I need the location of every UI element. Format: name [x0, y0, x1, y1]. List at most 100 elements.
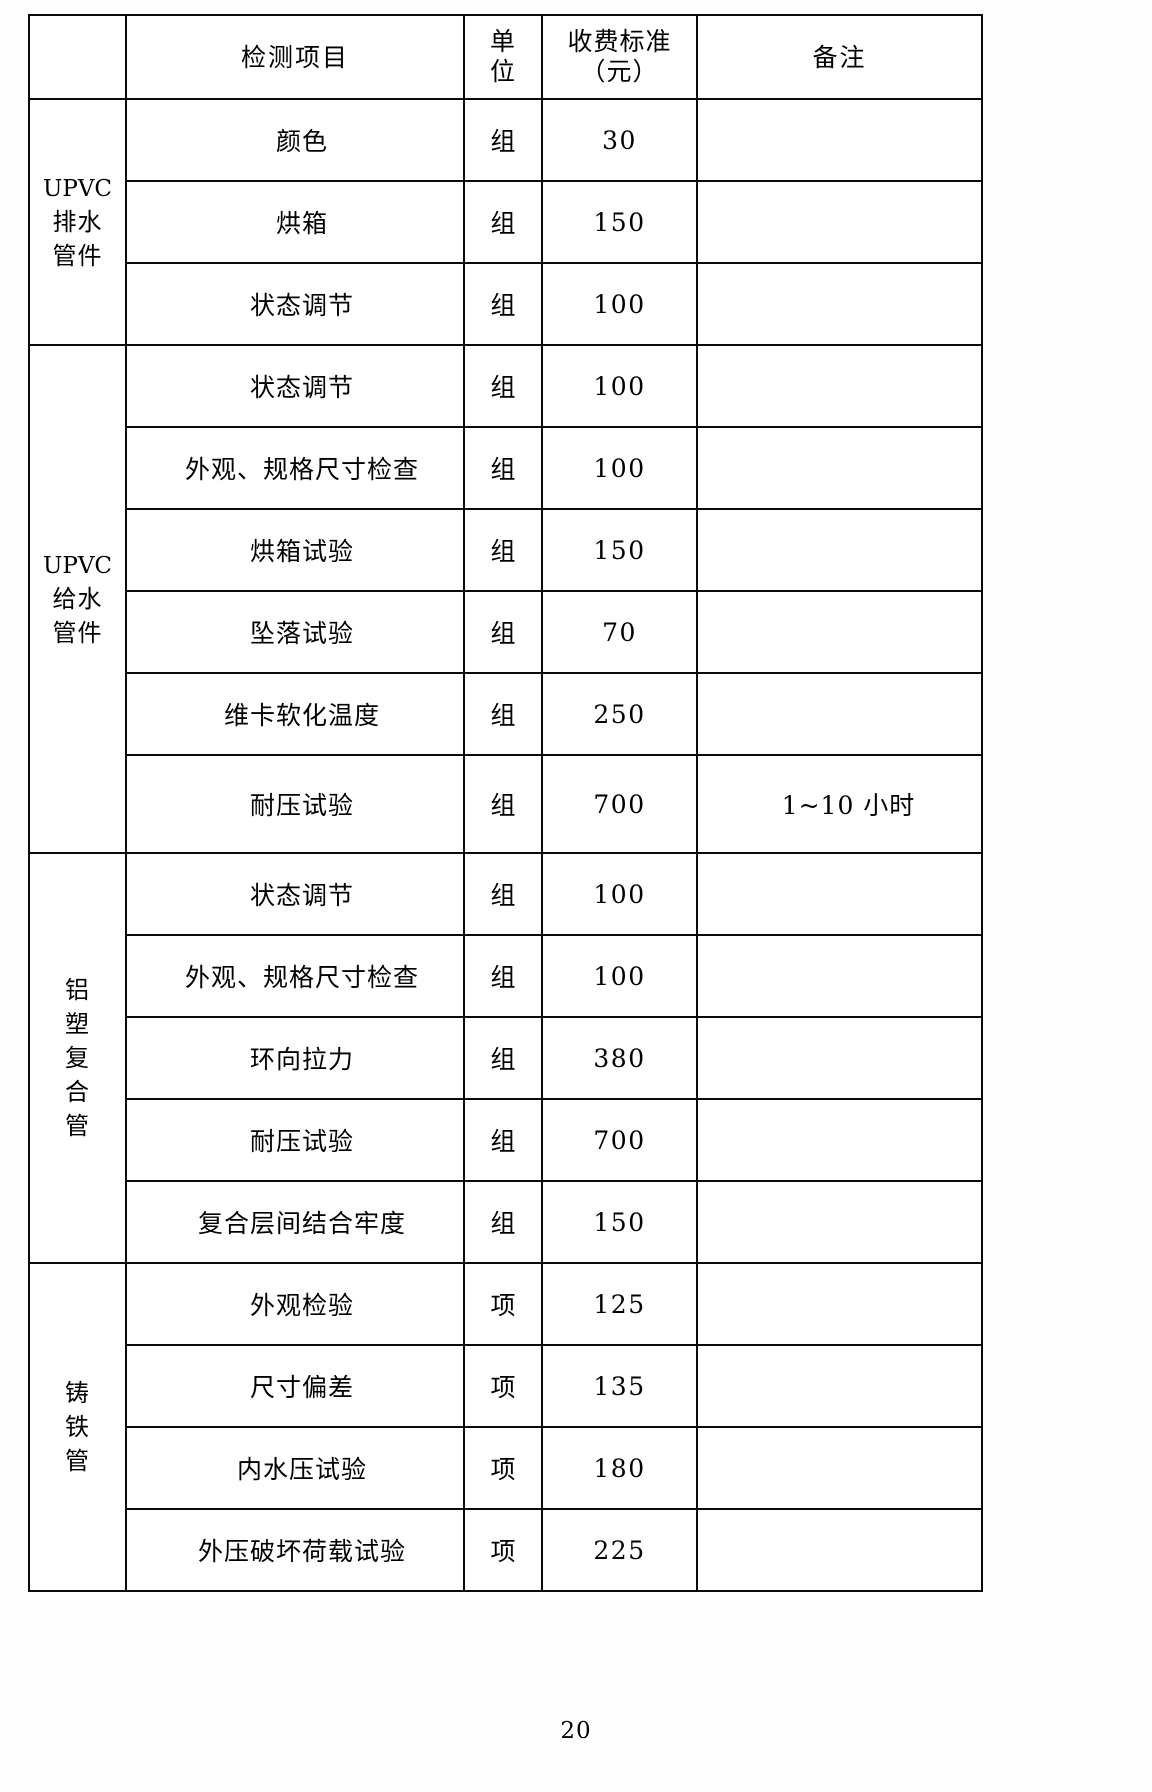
fee-cell: 700 — [541, 1098, 698, 1182]
group-label-line: 管件 — [52, 242, 103, 271]
header-cell-item: 检测项目 — [125, 14, 465, 100]
group-label: UPVC 给水 管件 — [30, 544, 125, 655]
table-row: 状态调节 组 100 — [29, 262, 983, 346]
fee-cell: 30 — [541, 98, 698, 182]
header-remark-label: 备注 — [812, 42, 867, 72]
item-value: 环向拉力 — [249, 1045, 354, 1074]
unit-cell: 组 — [463, 344, 543, 428]
fee-cell: 150 — [541, 180, 698, 264]
unit-value: 组 — [490, 291, 516, 320]
remark-cell — [696, 1016, 983, 1100]
unit-cell: 组 — [463, 1016, 543, 1100]
unit-value: 组 — [490, 537, 516, 566]
group-label: UPVC 排水 管件 — [30, 167, 125, 278]
fee-value: 180 — [593, 1453, 646, 1483]
item-cell: 尺寸偏差 — [125, 1344, 465, 1428]
group-label-line: 铁 — [65, 1412, 90, 1441]
unit-cell: 项 — [463, 1426, 543, 1510]
header-item-label: 检测项目 — [240, 42, 349, 72]
item-cell: 状态调节 — [125, 852, 465, 936]
item-value: 外压破坏荷载试验 — [197, 1537, 406, 1566]
unit-value: 组 — [490, 455, 516, 484]
group-label-line: 铸 — [65, 1378, 90, 1407]
unit-cell: 组 — [463, 262, 543, 346]
header-cell-fee: 收费标准 （元） — [541, 14, 698, 100]
unit-cell: 项 — [463, 1508, 543, 1592]
group-label-line: 管 — [65, 1112, 90, 1141]
remark-cell — [696, 590, 983, 674]
unit-cell: 组 — [463, 1180, 543, 1264]
remark-cell — [696, 1508, 983, 1592]
remark-cell — [696, 934, 983, 1018]
group-label-line: 复 — [65, 1043, 90, 1072]
fee-value: 150 — [593, 207, 646, 237]
fee-value: 100 — [593, 453, 646, 483]
item-cell: 状态调节 — [125, 344, 465, 428]
fee-value: 150 — [593, 1207, 646, 1237]
fee-cell: 150 — [541, 508, 698, 592]
unit-cell: 组 — [463, 852, 543, 936]
header-fee-label: 收费标准 （元） — [543, 23, 696, 92]
fee-cell: 150 — [541, 1180, 698, 1264]
unit-value: 组 — [490, 127, 516, 156]
item-cell: 复合层间结合牢度 — [125, 1180, 465, 1264]
table-row: 铝塑复合管状态调节组 100 — [28, 852, 983, 1264]
item-cell: 坠落试验 — [125, 590, 465, 674]
item-cell: 耐压试验 — [125, 754, 465, 854]
remark-cell — [696, 508, 983, 592]
table-row: 铸铁管外观检验项 125 — [28, 1262, 983, 1592]
fee-value: 100 — [593, 961, 646, 991]
fee-value: 700 — [593, 1125, 646, 1155]
fee-value: 135 — [593, 1371, 646, 1401]
item-cell: 烘箱 — [125, 180, 465, 264]
remark-cell — [696, 262, 983, 346]
item-value: 维卡软化温度 — [223, 701, 380, 730]
unit-cell: 组 — [463, 508, 543, 592]
fee-cell: 70 — [541, 590, 698, 674]
fee-value: 380 — [593, 1043, 646, 1073]
unit-value: 组 — [490, 1127, 516, 1156]
table-row: 尺寸偏差 项 135 — [29, 1344, 983, 1428]
item-value: 外观、规格尺寸检查 — [184, 455, 419, 484]
item-value: 复合层间结合牢度 — [197, 1209, 406, 1238]
group-label-line: 铝 — [65, 975, 90, 1004]
unit-cell: 组 — [463, 426, 543, 510]
header-unit-line2: 位 — [489, 57, 516, 86]
item-value: 耐压试验 — [249, 1127, 354, 1156]
item-cell: 外观、规格尺寸检查 — [125, 426, 465, 510]
header-cell-group — [28, 14, 127, 100]
fee-cell: 250 — [541, 672, 698, 756]
item-value: 状态调节 — [249, 881, 354, 910]
table-row: 坠落试验 组 70 — [29, 590, 983, 674]
fee-value: 225 — [593, 1535, 646, 1565]
item-value: 内水压试验 — [236, 1455, 367, 1484]
unit-value: 组 — [490, 791, 516, 820]
fee-value: 100 — [593, 371, 646, 401]
fee-value: 250 — [593, 699, 646, 729]
item-value: 状态调节 — [249, 373, 354, 402]
unit-value: 组 — [490, 1045, 516, 1074]
fee-value: 100 — [593, 289, 646, 319]
unit-value: 项 — [490, 1537, 516, 1566]
fee-cell: 180 — [541, 1426, 698, 1510]
table-row: UPVC 排水 管件 颜色组 30 — [28, 98, 983, 346]
header-fee-line1: 收费标准 — [567, 26, 672, 56]
inspection-fee-table: 检测项目 单 位 收费标准 — [28, 14, 983, 1592]
table-row: 内水压试验 项 180 — [29, 1426, 983, 1510]
item-cell: 烘箱试验 — [125, 508, 465, 592]
unit-cell: 组 — [463, 180, 543, 264]
unit-cell: 组 — [463, 934, 543, 1018]
table-row: 复合层间结合牢度 组 150 — [29, 1180, 983, 1264]
table-row: 维卡软化温度 组 250 — [29, 672, 983, 756]
header-cell-unit: 单 位 — [463, 14, 543, 100]
table-row: 外压破坏荷载试验 项 225 — [29, 1508, 983, 1592]
item-value: 外观检验 — [249, 1291, 354, 1320]
fee-cell: 135 — [541, 1344, 698, 1428]
fee-cell: 100 — [541, 262, 698, 346]
header-unit-line1: 单 — [489, 26, 516, 56]
fee-value: 30 — [602, 125, 637, 155]
fee-value: 150 — [593, 535, 646, 565]
header-group-label — [30, 51, 125, 63]
item-value: 尺寸偏差 — [249, 1373, 354, 1402]
